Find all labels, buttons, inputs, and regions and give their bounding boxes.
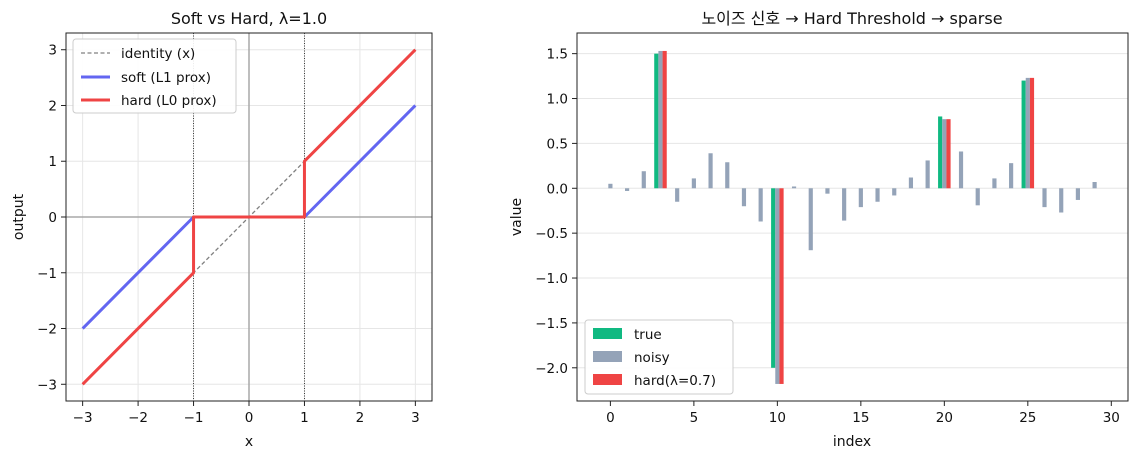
noisy-bar — [625, 188, 630, 191]
left-y-tick-label: −3 — [37, 377, 57, 393]
right-chart-title: 노이즈 신호 → Hard Threshold → sparse — [701, 9, 1002, 28]
noisy-bar — [1025, 77, 1030, 189]
noisy-bar — [908, 177, 914, 189]
hard-threshold-bar — [779, 188, 784, 384]
left-y-tick-label: 1 — [48, 154, 57, 170]
left-y-axis-label: output — [11, 193, 27, 240]
left-y-tick-label: 3 — [48, 43, 57, 59]
right-y-tick-label: −1.0 — [535, 271, 568, 287]
right-x-ticks: 0 5 10 15 20 25 30 — [606, 401, 1120, 426]
noisy-bar — [658, 50, 663, 189]
noisy-bar — [925, 160, 930, 189]
legend-hard-threshold-swatch — [593, 374, 622, 385]
hard-threshold-line — [81, 48, 417, 386]
noisy-bar — [1059, 188, 1064, 213]
right-legend: true noisy hard(λ=0.7) — [584, 319, 734, 395]
left-x-tick-label: −3 — [73, 410, 93, 426]
noisy-bar — [958, 151, 964, 189]
right-x-tick-label: 25 — [1019, 410, 1036, 426]
noisy-bar — [992, 178, 997, 189]
noisy-bar — [1009, 163, 1014, 189]
legend-identity-label: identity (x) — [121, 46, 195, 62]
true-bar — [938, 116, 943, 189]
noisy-bar — [675, 188, 680, 202]
hard-threshold-bar — [946, 119, 951, 189]
right-y-axis-label: value — [509, 198, 525, 236]
left-y-tick-label: −1 — [37, 266, 57, 282]
noisy-bar — [942, 119, 947, 189]
noisy-bar — [725, 162, 730, 189]
left-x-tick-label: 0 — [245, 410, 254, 426]
right-y-tick-label: 0.5 — [547, 136, 568, 152]
right-y-ticks: −2.0 −1.5 −1.0 −0.5 0.0 0.5 1.0 1.5 — [535, 47, 577, 377]
noisy-bar — [691, 178, 696, 189]
left-legend-box — [72, 38, 237, 114]
right-plot-frame — [576, 32, 1129, 402]
left-x-tick-label: 3 — [411, 410, 420, 426]
hard-threshold-bar — [1029, 77, 1035, 189]
noisy-bar — [775, 188, 780, 384]
noisy-bar — [758, 188, 763, 222]
left-x-ticks: −3 −2 −1 0 1 2 3 — [73, 401, 420, 426]
right-x-tick-label: 20 — [936, 410, 953, 426]
left-y-tick-label: 2 — [48, 98, 57, 114]
noisy-bar — [892, 188, 897, 196]
right-y-tick-label: 0.0 — [547, 181, 568, 197]
legend-true-swatch — [593, 328, 622, 339]
noisy-bar — [741, 188, 747, 207]
noisy-bar — [1075, 188, 1080, 200]
right-chart: 0 5 10 15 20 25 30 −2.0 −1.5 −1.0 −0.5 0.0 0.5 1.0 1.… — [509, 9, 1129, 450]
noisy-bar — [842, 188, 847, 221]
right-x-tick-label: 30 — [1103, 410, 1120, 426]
left-chart: −3 −2 −1 0 1 2 3 −3 −2 −1 0 1 2 3 Soft vs Hard, λ=1.… — [11, 9, 433, 450]
right-y-tick-label: −1.5 — [535, 316, 568, 332]
left-x-tick-label: −1 — [184, 410, 204, 426]
legend-noisy-swatch — [593, 351, 622, 362]
legend-noisy-label: noisy — [634, 350, 670, 366]
left-legend: identity (x) soft (L1 prox) hard (L0 pro… — [72, 38, 237, 114]
right-x-tick-label: 5 — [690, 410, 699, 426]
left-chart-title: Soft vs Hard, λ=1.0 — [171, 9, 327, 28]
noisy-bar — [1092, 182, 1097, 189]
right-x-tick-label: 15 — [852, 410, 869, 426]
left-x-tick-label: 2 — [356, 410, 365, 426]
right-y-tick-label: 1.0 — [547, 92, 568, 108]
legend-hard-label: hard (L0 prox) — [121, 93, 217, 109]
true-bar — [771, 188, 776, 368]
left-x-tick-label: 1 — [300, 410, 309, 426]
true-bar — [654, 53, 659, 189]
right-y-tick-label: −2.0 — [535, 361, 568, 377]
noisy-bar — [608, 183, 613, 189]
right-x-tick-label: 10 — [769, 410, 786, 426]
noisy-bar — [708, 153, 713, 189]
noisy-bar — [858, 188, 863, 208]
legend-hard-threshold-label: hard(λ=0.7) — [634, 373, 716, 389]
left-x-axis-label: x — [245, 434, 253, 450]
true-bar — [1021, 80, 1026, 189]
legend-soft-label: soft (L1 prox) — [121, 70, 211, 86]
noisy-bar — [825, 188, 830, 194]
left-series — [81, 48, 417, 386]
noisy-bar — [641, 171, 646, 189]
right-x-tick-label: 0 — [606, 410, 615, 426]
right-y-tick-label: −0.5 — [535, 226, 568, 242]
right-bars — [608, 50, 1097, 384]
right-y-tick-label: 1.5 — [547, 47, 568, 63]
legend-true-label: true — [634, 327, 662, 343]
noisy-bar — [808, 188, 813, 251]
noisy-bar — [1042, 188, 1047, 208]
left-y-tick-label: 0 — [48, 210, 57, 226]
noisy-bar — [975, 188, 980, 206]
noisy-bar — [875, 188, 880, 202]
noisy-bar — [791, 186, 797, 189]
left-y-ticks: −3 −2 −1 0 1 2 3 — [37, 43, 66, 393]
left-y-tick-label: −2 — [37, 322, 57, 338]
hard-threshold-bar — [662, 50, 667, 189]
right-x-axis-label: index — [833, 434, 871, 450]
left-x-tick-label: −2 — [128, 410, 148, 426]
